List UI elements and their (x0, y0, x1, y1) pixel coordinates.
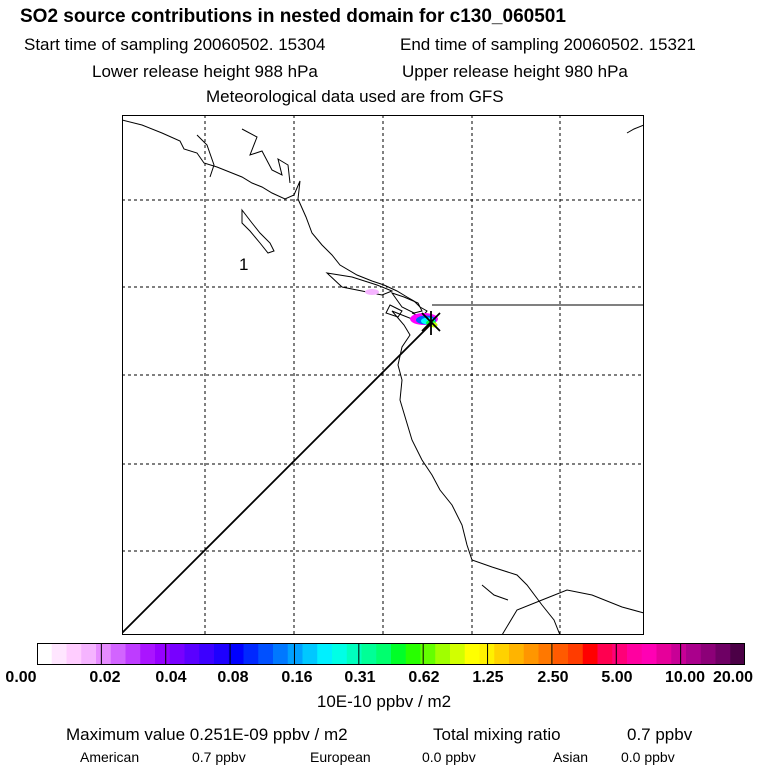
colorbar-tick-label: 0.62 (408, 669, 440, 686)
colorbar-swatch (66, 643, 82, 665)
colorbar-tick-label: 20.00 (712, 669, 754, 686)
colorbar-swatch (612, 643, 628, 665)
colorbar-tick-label: 0.04 (155, 669, 187, 686)
colorbar-swatch (258, 643, 274, 665)
island-outline (241, 208, 275, 254)
colorbar-swatch (700, 643, 717, 665)
colorbar-tick-label: 2.50 (537, 669, 569, 686)
border-line (501, 589, 644, 635)
upper-release-height: Upper release height 980 hPa (402, 62, 628, 81)
colorbar-swatch (346, 643, 363, 665)
colorbar-swatch (627, 643, 643, 665)
lower-release-height: Lower release height 988 hPa (92, 62, 318, 81)
colorbar-swatch (140, 643, 156, 665)
colorbar-tick-label: 0.00 (5, 669, 37, 686)
colorbar-frame (37, 643, 745, 665)
colorbar-swatch (509, 643, 525, 665)
grid-lines (122, 115, 644, 635)
colorbar-swatch (184, 643, 200, 665)
colorbar-tick-label: 0.31 (344, 669, 376, 686)
colorbar (37, 643, 745, 665)
colorbar-swatch (376, 643, 392, 665)
region-label: 1 (239, 255, 248, 274)
colorbar-swatch (730, 643, 745, 665)
colorbar-swatch (553, 643, 569, 665)
colorbar-swatch (125, 643, 141, 665)
start-time: Start time of sampling 20060502. 15304 (24, 35, 326, 54)
asian-label: Asian (553, 749, 589, 765)
island-outline (241, 128, 291, 184)
colorbar-swatch (641, 643, 658, 665)
colorbar-swatch (361, 643, 377, 665)
plot-title: SO2 source contributions in nested domai… (20, 6, 566, 27)
colorbar-units: 10E-10 ppbv / m2 (316, 692, 452, 711)
colorbar-swatch (169, 643, 186, 665)
coastline (122, 119, 644, 635)
colorbar-tick-label: 0.16 (281, 669, 313, 686)
colorbar-swatch (391, 643, 407, 665)
colorbar-swatch (568, 643, 584, 665)
colorbar-swatch (199, 643, 215, 665)
border-line (481, 584, 509, 601)
island-outline (385, 304, 403, 318)
colorbar-swatch (81, 643, 97, 665)
colorbar-swatch (302, 643, 318, 665)
colorbar-swatch (214, 643, 230, 665)
colorbar-swatch (450, 643, 466, 665)
end-time: End time of sampling 20060502. 15321 (400, 35, 696, 54)
colorbar-tick-label: 0.02 (89, 669, 121, 686)
trajectory (122, 304, 644, 634)
colorbar-swatch (715, 643, 731, 665)
met-data-source: Meteorological data used are from GFS (206, 87, 504, 106)
colorbar-swatch (420, 643, 436, 665)
colorbar-swatch (582, 643, 599, 665)
colorbar-swatch (287, 643, 304, 665)
colorbar-tick-label: 0.08 (217, 669, 249, 686)
colorbar-swatch (243, 643, 259, 665)
colorbar-swatch (671, 643, 687, 665)
colorbar-tick-label: 10.00 (664, 669, 706, 686)
colorbar-swatch (435, 643, 451, 665)
total-mixing-label: Total mixing ratio (433, 725, 561, 744)
colorbar-swatch (494, 643, 510, 665)
colorbar-swatch (332, 643, 348, 665)
colorbar-swatch (597, 643, 613, 665)
colorbar-swatch (155, 643, 171, 665)
colorbar-swatch (523, 643, 540, 665)
colorbar-swatch (686, 643, 702, 665)
colorbar-swatch (464, 643, 481, 665)
island-outline (196, 134, 215, 178)
coastline-fragment (626, 124, 644, 134)
european-value: 0.0 ppbv (422, 749, 476, 765)
colorbar-swatch (273, 643, 289, 665)
trajectory-line (122, 322, 433, 634)
island-outline (390, 292, 423, 314)
colorbar-swatch (228, 643, 245, 665)
colorbar-swatch (96, 643, 112, 665)
plume-faint (365, 289, 379, 295)
american-value: 0.7 ppbv (192, 749, 246, 765)
colorbar-tick-label: 5.00 (601, 669, 633, 686)
colorbar-swatch (317, 643, 333, 665)
colorbar-tick-label: 1.25 (472, 669, 504, 686)
max-value: Maximum value 0.251E-09 ppbv / m2 (66, 725, 348, 744)
total-mixing-value: 0.7 ppbv (627, 725, 693, 744)
colorbar-swatch (110, 643, 127, 665)
island-outline (325, 272, 394, 296)
colorbar-swatch (37, 643, 53, 665)
european-label: European (310, 749, 371, 765)
colorbar-swatch (656, 643, 672, 665)
asian-value: 0.0 ppbv (621, 749, 675, 765)
colorbar-swatch (405, 643, 422, 665)
colorbar-swatch (538, 643, 554, 665)
map-panel: 1 (122, 115, 644, 635)
colorbar-swatch (51, 643, 68, 665)
american-label: American (80, 749, 140, 765)
